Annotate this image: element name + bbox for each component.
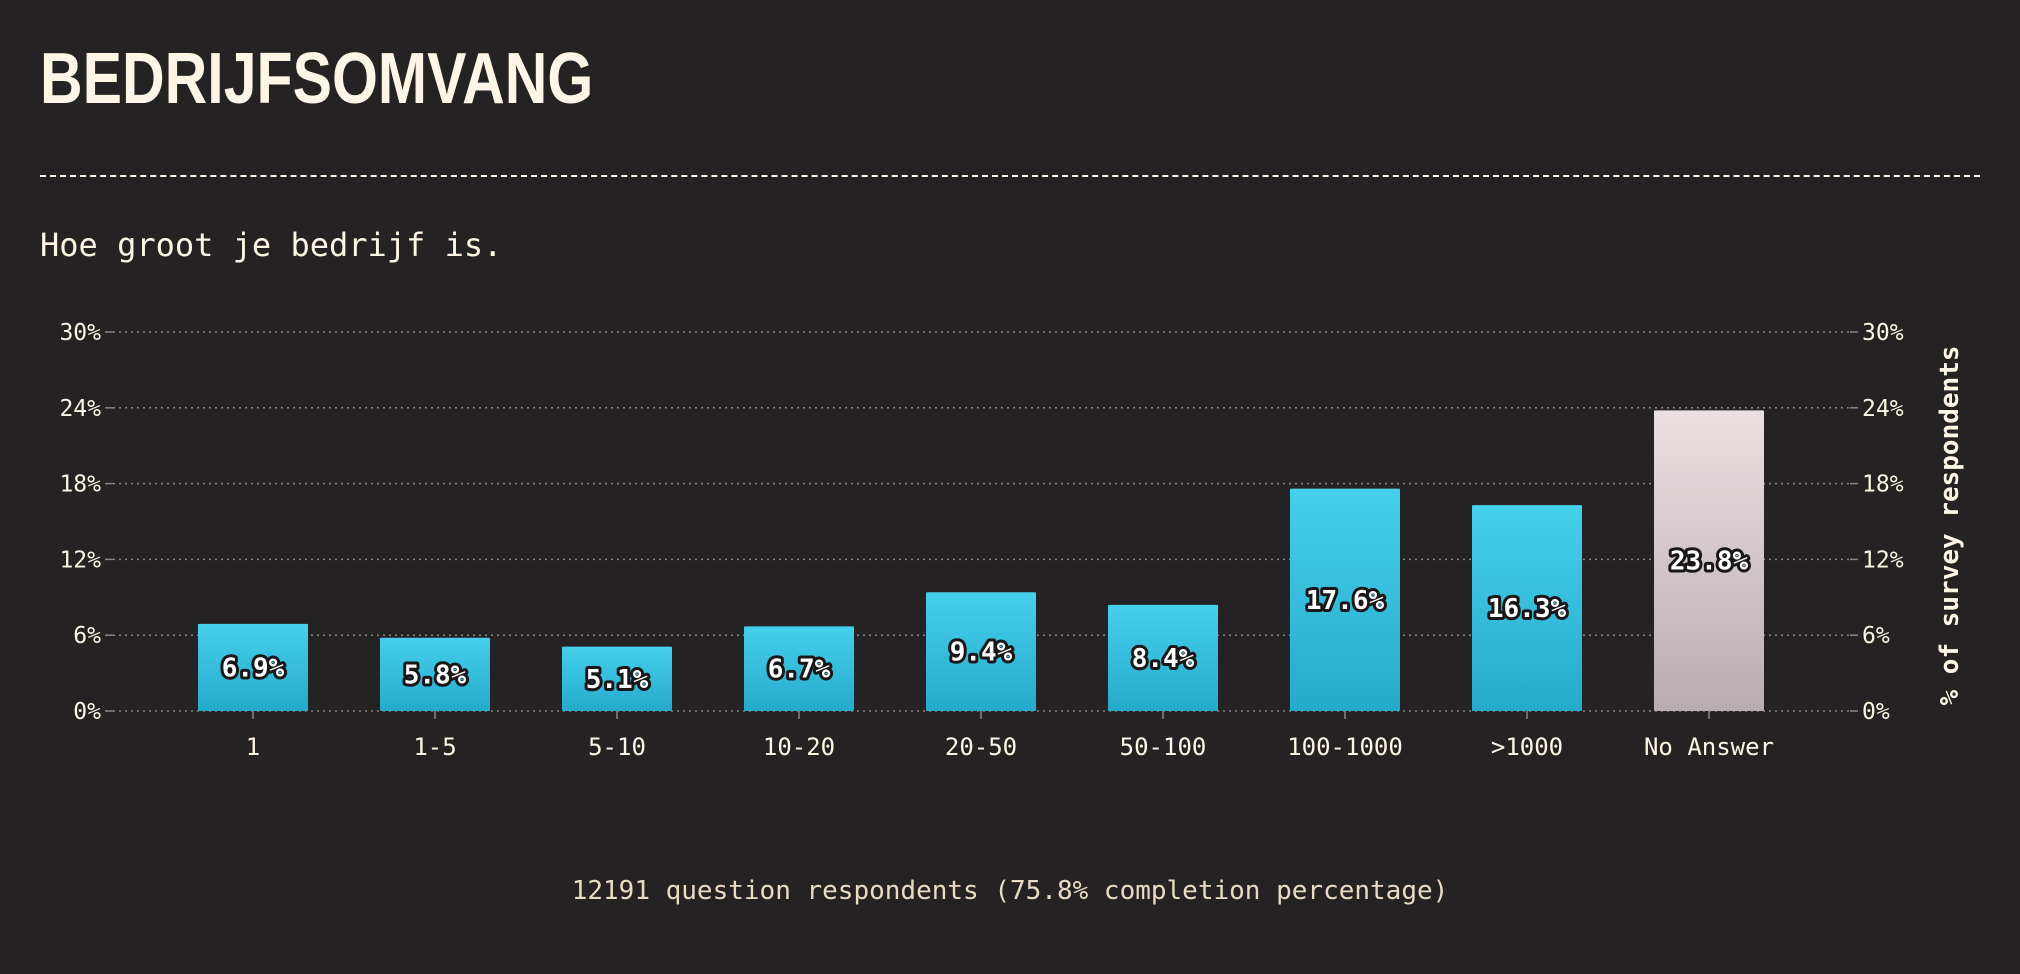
y-tick-label-right: 24% xyxy=(1862,396,1904,422)
data-label: 5.8% xyxy=(404,660,467,690)
y-tick-label-right: 18% xyxy=(1862,472,1904,498)
bar xyxy=(744,626,854,711)
x-tick-label: No Answer xyxy=(1644,733,1774,761)
y-tick-label-right: 0% xyxy=(1862,699,1890,725)
y-axis-title: % of survey respondents xyxy=(1935,345,1965,705)
x-tick-label: >1000 xyxy=(1491,733,1563,761)
y-tick-label-right: 6% xyxy=(1862,623,1890,649)
x-tick-label: 100-1000 xyxy=(1287,733,1403,761)
x-tick-label: 1 xyxy=(246,733,260,761)
chart-title: BEDRIJFSOMVANG xyxy=(40,39,594,119)
bar-no-answer xyxy=(1654,410,1764,711)
x-tick-label: 20-50 xyxy=(945,733,1017,761)
y-tick-label-left: 0% xyxy=(73,699,101,725)
y-tick-label-left: 6% xyxy=(73,623,101,649)
data-label: 17.6% xyxy=(1306,586,1385,616)
y-tick-label-left: 24% xyxy=(59,396,101,422)
respondents-footer: 12191 question respondents (75.8% comple… xyxy=(571,876,1449,906)
data-label: 23.8% xyxy=(1670,547,1749,577)
bar xyxy=(926,592,1036,711)
bar xyxy=(1290,488,1400,711)
bar xyxy=(1472,505,1582,711)
x-tick-label: 1-5 xyxy=(413,733,456,761)
bar-chart: 0% 0% 6% 6% 12% 12% 18% 18% 24% 24% 30% 30% % of sur… xyxy=(59,320,1965,761)
data-label: 6.7% xyxy=(768,655,831,685)
y-tick-label-right: 12% xyxy=(1862,547,1904,573)
title-divider xyxy=(40,175,1980,177)
chart-subtitle: Hoe groot je bedrijf is. xyxy=(40,226,503,264)
bar xyxy=(198,623,308,711)
bar xyxy=(562,646,672,711)
y-tick-label-left: 12% xyxy=(59,547,101,573)
y-tick-label-left: 18% xyxy=(59,472,101,498)
bar xyxy=(380,637,490,711)
y-tick-label-left: 30% xyxy=(59,320,101,346)
data-label: 8.4% xyxy=(1132,644,1195,674)
bar xyxy=(1108,604,1218,711)
data-label: 6.9% xyxy=(222,653,285,683)
x-tick-label: 5-10 xyxy=(588,733,646,761)
x-tick-label: 50-100 xyxy=(1120,733,1207,761)
data-label: 5.1% xyxy=(586,665,649,695)
x-tick-label: 10-20 xyxy=(763,733,835,761)
y-tick-label-right: 30% xyxy=(1862,320,1904,346)
data-label: 9.4% xyxy=(950,638,1013,668)
data-label: 16.3% xyxy=(1488,594,1567,624)
